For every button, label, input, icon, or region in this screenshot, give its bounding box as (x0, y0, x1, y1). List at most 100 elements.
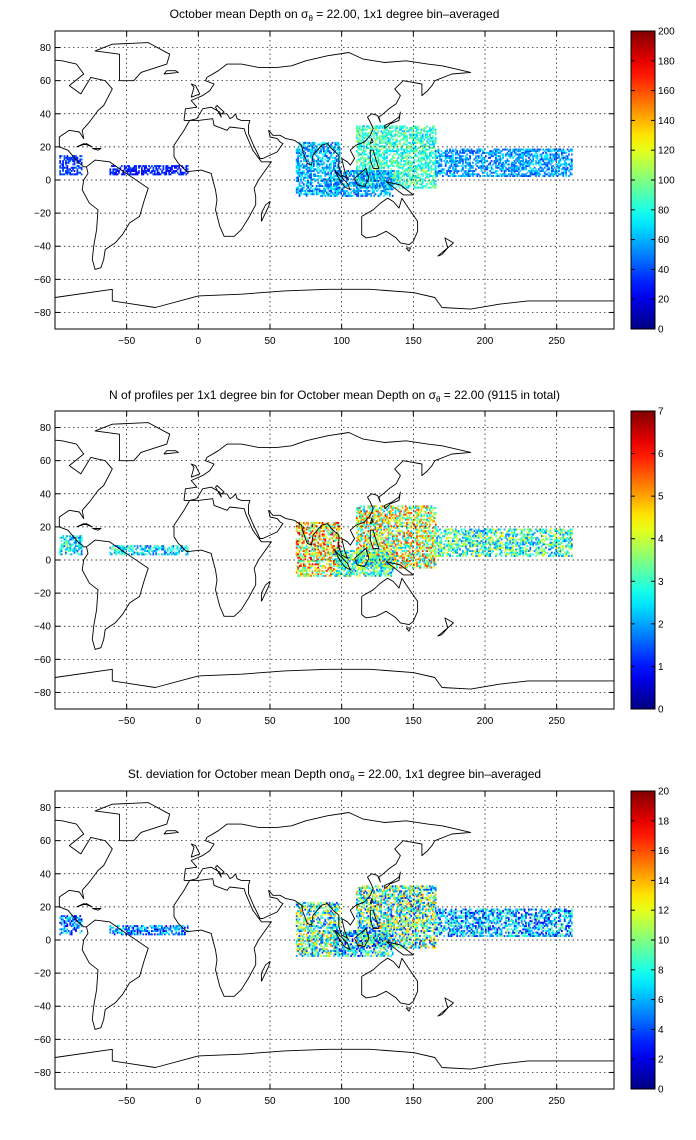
heatmap-cell (519, 175, 522, 177)
heatmap-cell (348, 183, 351, 186)
heatmap-cell (376, 138, 378, 141)
heatmap-cell (373, 148, 375, 151)
heatmap-cell (472, 173, 474, 176)
heatmap-cell (378, 171, 381, 174)
heatmap-cell (444, 163, 447, 166)
heatmap-cell (378, 507, 381, 509)
heatmap-cell (378, 193, 381, 196)
heatmap-cell (171, 166, 173, 169)
heatmap-cell (302, 158, 305, 161)
heatmap-cell (423, 151, 426, 154)
heatmap-cell (509, 170, 512, 173)
heatmap-cell (517, 148, 520, 151)
heatmap-cell (79, 166, 82, 169)
heatmap-cell (350, 171, 352, 174)
heatmap-cell (153, 171, 156, 174)
heatmap-cell (396, 148, 398, 151)
heatmap-cell (480, 170, 483, 173)
heatmap-cell (530, 150, 533, 153)
heatmap-cell (178, 548, 180, 551)
heatmap-cell (358, 171, 361, 174)
heatmap-cell (305, 194, 308, 197)
heatmap-cell (407, 141, 410, 144)
heatmap-cell (73, 161, 76, 164)
heatmap-cell (374, 528, 377, 531)
heatmap-cell (301, 186, 304, 189)
heatmap-cell (330, 163, 332, 166)
heatmap-cell (75, 545, 77, 548)
heatmap-cell (300, 521, 302, 524)
heatmap-cell (307, 521, 309, 524)
heatmap-cell (396, 173, 398, 176)
heatmap-cell (366, 535, 368, 538)
heatmap-cell (321, 184, 324, 187)
heatmap-cell (357, 551, 360, 554)
heatmap-cell (175, 166, 178, 169)
heatmap-cell (499, 173, 502, 176)
heatmap-cell (381, 511, 384, 514)
heatmap-cell (429, 128, 431, 131)
heatmap-cell (374, 550, 377, 553)
heatmap-cell (447, 166, 450, 169)
heatmap-cell (297, 156, 299, 159)
heatmap-cell (552, 155, 555, 158)
heatmap-cell (387, 505, 390, 508)
heatmap-cell (454, 160, 457, 163)
heatmap-cell (490, 151, 493, 154)
heatmap-cell (113, 171, 116, 174)
heatmap-cell (367, 511, 370, 514)
heatmap-cell (179, 546, 182, 549)
heatmap-cell (310, 165, 312, 168)
heatmap-cell (384, 191, 387, 194)
heatmap-cell (323, 558, 325, 561)
heatmap-cell (328, 548, 331, 551)
heatmap-cell (364, 545, 367, 548)
heatmap-cell (394, 161, 397, 164)
heatmap-cell (410, 163, 413, 166)
heatmap-cell (469, 175, 471, 177)
heatmap-cell (532, 155, 535, 158)
heatmap-cell (62, 173, 64, 176)
heatmap-cell (371, 175, 374, 177)
heatmap-cell (297, 186, 299, 189)
heatmap-cell (109, 170, 112, 173)
heatmap-cell (519, 170, 522, 173)
heatmap-cell (360, 513, 363, 516)
heatmap-cell (519, 161, 522, 164)
heatmap-cell (176, 553, 179, 556)
heatmap-cell (317, 175, 320, 177)
heatmap-cell (430, 155, 433, 158)
heatmap-cell (516, 166, 519, 169)
heatmap-cell (503, 160, 506, 163)
heatmap-cell (553, 173, 556, 176)
heatmap-cell (374, 178, 377, 181)
heatmap-cell (331, 573, 334, 576)
heatmap-cell (376, 176, 378, 179)
heatmap-cell (517, 150, 520, 153)
heatmap-cell (560, 150, 563, 153)
heatmap-cell (401, 165, 404, 168)
heatmap-cell (325, 168, 328, 171)
heatmap-cell (378, 563, 381, 566)
heatmap-cell (550, 153, 553, 156)
heatmap-cell (139, 165, 142, 168)
heatmap-cell (536, 158, 539, 161)
heatmap-cell (358, 520, 361, 523)
heatmap-cell (366, 186, 368, 189)
heatmap-cell (450, 150, 453, 153)
heatmap-cell (302, 156, 305, 159)
heatmap-cell (490, 175, 493, 177)
heatmap-cell (396, 138, 398, 141)
heatmap-cell (302, 573, 305, 576)
heatmap-cell (333, 568, 335, 571)
heatmap-cell (304, 555, 307, 557)
heatmap-cell (413, 146, 416, 149)
heatmap-cell (470, 150, 473, 153)
heatmap-cell (321, 193, 324, 196)
heatmap-cell (553, 155, 556, 158)
heatmap-cell (429, 161, 431, 164)
heatmap-cell (417, 131, 420, 134)
heatmap-cell (76, 165, 79, 168)
heatmap-cell (467, 158, 470, 161)
